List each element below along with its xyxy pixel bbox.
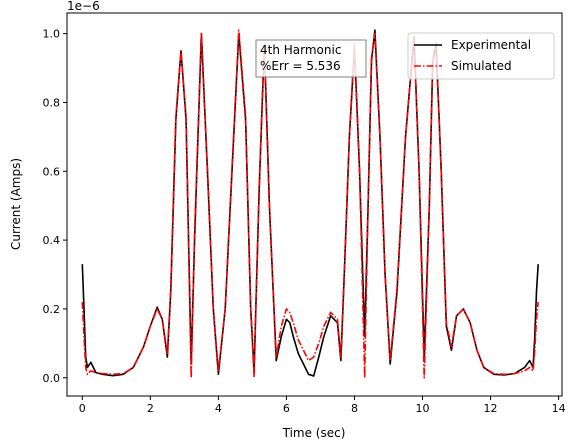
- annotation-line-2: %Err = 5.536: [260, 59, 341, 73]
- annotation-box: 4th Harmonic %Err = 5.536: [255, 39, 367, 78]
- legend-label-experimental: Experimental: [451, 38, 531, 52]
- series-lines: [81, 29, 539, 379]
- x-axis: 0 2 4 6 8 10 12 14: [79, 396, 566, 415]
- series-line-experimental: [81, 29, 539, 377]
- y-tick-label: 0.0: [43, 372, 61, 385]
- y-scale-offset: 1e−6: [67, 0, 100, 13]
- y-tick-label: 1.0: [43, 28, 61, 41]
- legend: Experimental Simulated: [407, 32, 555, 80]
- x-tick-label: 10: [416, 402, 430, 415]
- y-axis: 0.0 0.2 0.4 0.6 0.8 1.0: [43, 28, 67, 385]
- x-tick-label: 8: [351, 402, 358, 415]
- x-tick-label: 4: [215, 402, 222, 415]
- y-tick-label: 0.4: [43, 234, 61, 247]
- series-line-simulated: [81, 29, 539, 379]
- y-tick-label: 0.6: [43, 165, 61, 178]
- y-tick-label: 0.8: [43, 96, 61, 109]
- y-axis-label: Current (Amps): [9, 158, 23, 250]
- x-tick-label: 0: [79, 402, 86, 415]
- x-tick-label: 14: [552, 402, 566, 415]
- legend-label-simulated: Simulated: [451, 59, 512, 73]
- annotation-line-1: 4th Harmonic: [260, 43, 341, 57]
- x-tick-label: 6: [283, 402, 290, 415]
- legend-frame: [407, 32, 555, 80]
- plot-frame: [66, 12, 563, 397]
- x-tick-label: 12: [484, 402, 498, 415]
- x-tick-label: 2: [147, 402, 154, 415]
- x-axis-label: Time (sec): [282, 426, 346, 440]
- y-tick-label: 0.2: [43, 303, 61, 316]
